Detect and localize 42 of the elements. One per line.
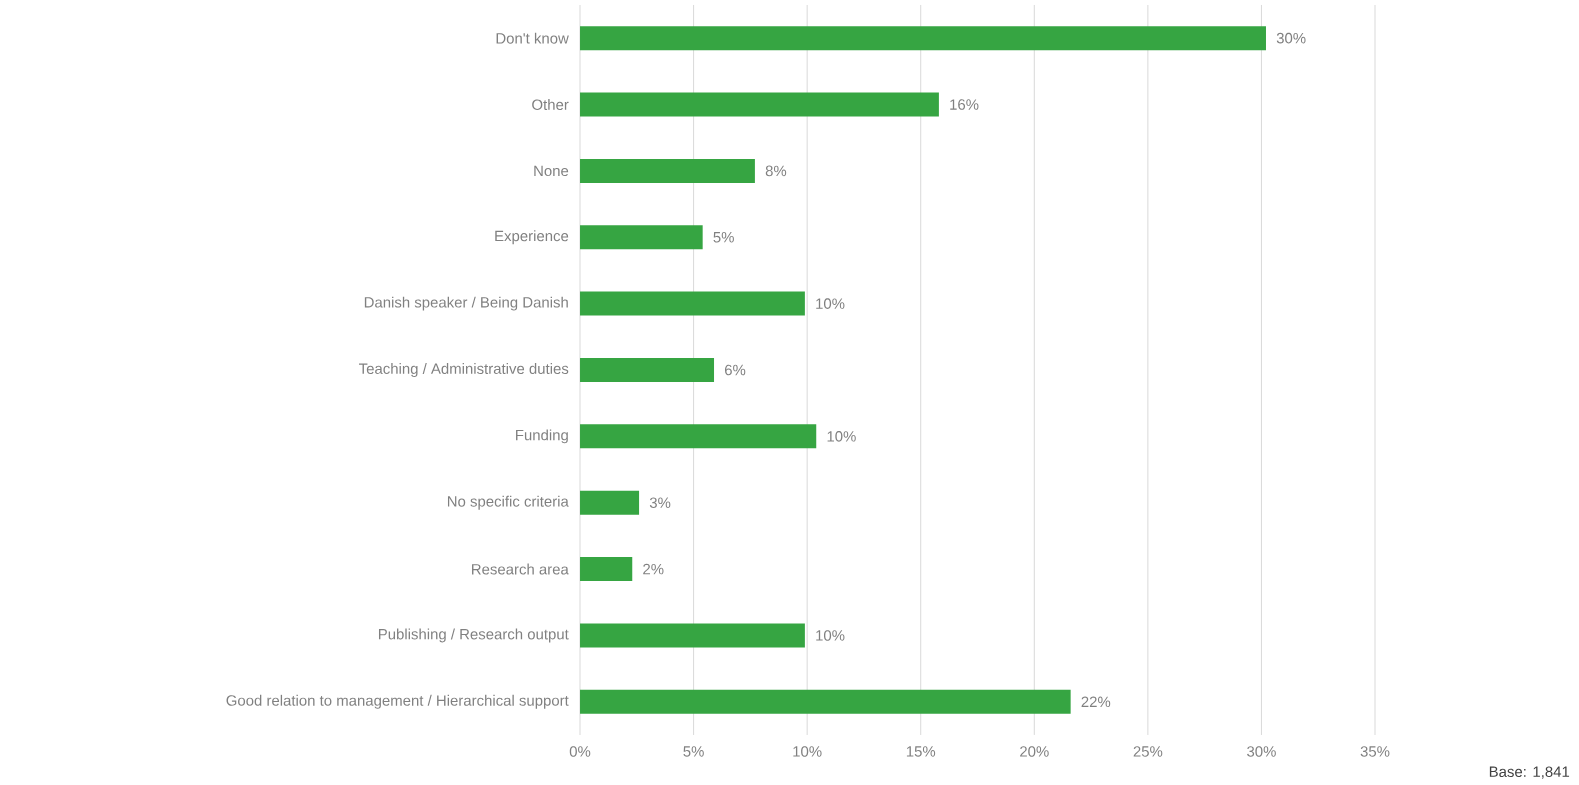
bar [580,424,817,449]
data-label: 8% [765,165,787,177]
x-tick-label: 20% [1020,746,1049,757]
y-tick-label: Teaching / Administrative duties [359,363,569,377]
y-tick-label: Good relation to management / Hierarchical support [226,694,569,709]
data-label: 2% [643,563,664,575]
data-label: 3% [649,497,671,508]
text: Base: 1,841 [1489,766,1570,779]
y-tick-label: Research area [472,563,569,575]
y-tick-label: None [534,165,569,177]
x-tick-label: 0% [569,746,591,757]
data-label: 6% [724,364,746,376]
bar [580,92,939,117]
x-tick-label: 10% [793,746,822,757]
x-tick-label: 25% [1133,746,1163,757]
data-label: 30% [1276,32,1306,44]
data-label: 10% [827,431,856,442]
data-label: 5% [713,232,734,243]
x-tick-label: 15% [906,746,936,757]
y-tick-label: Danish speaker / Being Danish [364,296,568,311]
bar [580,689,1071,714]
y-tick-label: Other [532,99,569,111]
x-tick-label: 30% [1247,746,1276,757]
bar [580,357,715,382]
bar [580,490,640,515]
data-label: 10% [816,298,845,309]
bar [580,557,633,582]
y-tick-label: Publishing / Research output [378,628,569,643]
y-tick-label: Funding [516,429,568,444]
bar [580,225,703,250]
y-tick-label: No specific criteria [447,495,569,510]
bar [580,291,805,316]
x-tick-label: 5% [683,746,704,757]
y-tick-label: Don't know [496,32,569,44]
bar [580,26,1266,51]
x-tick-label: 35% [1360,746,1390,757]
bar [580,158,755,183]
data-label: 22% [1081,696,1111,708]
bar [580,623,805,648]
data-label: 16% [950,99,979,110]
data-label: 10% [816,630,845,641]
y-tick-label: Experience [495,230,569,245]
